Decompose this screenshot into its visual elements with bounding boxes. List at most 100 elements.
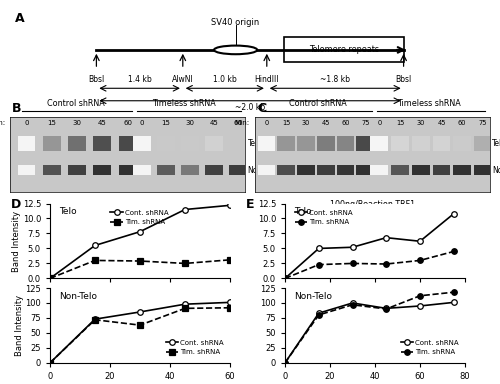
Bar	[356, 136, 374, 151]
Text: Telo: Telo	[492, 139, 500, 148]
Bar	[181, 136, 199, 151]
Bar	[356, 165, 374, 175]
Text: 15: 15	[162, 121, 170, 126]
Bar	[230, 165, 247, 175]
Text: Non: Non	[248, 166, 263, 175]
Bar	[43, 165, 60, 175]
Text: Timeless shRNA: Timeless shRNA	[152, 99, 216, 108]
Bar	[205, 136, 223, 151]
Text: 15: 15	[282, 121, 290, 126]
Text: Telo: Telo	[59, 207, 76, 216]
Legend: Cont. shRNA, Tim. shRNA: Cont. shRNA, Tim. shRNA	[398, 337, 462, 358]
Text: B: B	[12, 102, 22, 115]
Text: C: C	[257, 102, 266, 115]
Text: Non: Non	[492, 166, 500, 175]
Text: 60: 60	[342, 121, 350, 126]
Text: 75: 75	[478, 121, 487, 126]
Text: Non-Telo: Non-Telo	[294, 292, 332, 301]
Text: 1.0 kb: 1.0 kb	[213, 75, 236, 84]
Bar	[181, 165, 199, 175]
Bar	[118, 136, 136, 151]
Legend: Cont. shRNA, Tim. shRNA: Cont. shRNA, Tim. shRNA	[108, 207, 171, 228]
Text: D: D	[10, 197, 20, 210]
Bar	[412, 165, 430, 175]
Text: 0: 0	[24, 121, 28, 126]
Bar	[391, 136, 409, 151]
Bar	[94, 136, 112, 151]
Text: 0: 0	[378, 121, 382, 126]
Text: SV40 origin: SV40 origin	[212, 18, 260, 27]
Bar	[317, 136, 334, 151]
Y-axis label: Band Intensity: Band Intensity	[12, 210, 21, 271]
Legend: Cont. shRNA, Tim. shRNA: Cont. shRNA, Tim. shRNA	[292, 207, 356, 228]
Text: Telomere repeats: Telomere repeats	[308, 45, 378, 55]
Text: 45: 45	[322, 121, 330, 126]
Bar	[157, 136, 175, 151]
Y-axis label: Band Intensity: Band Intensity	[15, 295, 24, 356]
Bar	[258, 165, 276, 175]
Text: 60: 60	[234, 121, 242, 126]
Bar	[370, 136, 388, 151]
Bar	[474, 165, 492, 175]
Text: 30: 30	[416, 121, 425, 126]
Bar	[68, 165, 86, 175]
Bar	[297, 136, 315, 151]
Text: HindIII: HindIII	[254, 75, 279, 84]
Text: 30: 30	[186, 121, 194, 126]
Text: 45: 45	[210, 121, 218, 126]
Bar	[336, 136, 354, 151]
Bar	[391, 165, 409, 175]
Bar	[157, 165, 175, 175]
Bar	[43, 136, 60, 151]
Bar	[432, 165, 450, 175]
Text: 75: 75	[361, 121, 370, 126]
Text: ~2.0 kb: ~2.0 kb	[235, 103, 265, 112]
Text: 45: 45	[98, 121, 106, 126]
Text: AlwNI: AlwNI	[172, 75, 194, 84]
Bar	[454, 136, 471, 151]
Bar	[412, 136, 430, 151]
Bar	[18, 136, 36, 151]
Text: ~1.8 kb: ~1.8 kb	[320, 75, 350, 84]
Bar	[258, 136, 276, 151]
Bar	[230, 136, 247, 151]
Bar	[317, 165, 334, 175]
Text: 60: 60	[458, 121, 466, 126]
Text: 60: 60	[123, 121, 132, 126]
Text: E: E	[246, 197, 254, 210]
Bar	[68, 136, 86, 151]
Bar	[118, 165, 136, 175]
Text: Timeless shRNA: Timeless shRNA	[397, 99, 460, 108]
Text: BbsI: BbsI	[88, 75, 104, 84]
Text: 100ng/Reaction TRF1: 100ng/Reaction TRF1	[330, 200, 415, 209]
Legend: Cont. shRNA, Tim. shRNA: Cont. shRNA, Tim. shRNA	[163, 337, 226, 358]
Bar	[297, 165, 315, 175]
Text: Non-Telo: Non-Telo	[59, 292, 97, 301]
Text: Telo: Telo	[294, 207, 312, 216]
Text: 0: 0	[140, 121, 144, 126]
Bar	[278, 165, 295, 175]
Text: Min:: Min:	[235, 121, 250, 126]
Text: 30: 30	[72, 121, 82, 126]
Text: 1.4 kb: 1.4 kb	[128, 75, 152, 84]
Bar	[133, 136, 150, 151]
Text: 0: 0	[264, 121, 268, 126]
Bar	[432, 136, 450, 151]
Bar	[18, 165, 36, 175]
Text: 45: 45	[438, 121, 446, 126]
Bar	[454, 165, 471, 175]
Text: 15: 15	[396, 121, 404, 126]
Bar	[94, 165, 112, 175]
Bar	[336, 165, 354, 175]
Text: 15: 15	[48, 121, 56, 126]
Bar	[474, 136, 492, 151]
Text: 30: 30	[302, 121, 310, 126]
Bar	[205, 165, 223, 175]
Text: BbsI: BbsI	[396, 75, 411, 84]
Text: Control shRNA: Control shRNA	[290, 99, 347, 108]
Text: Telo: Telo	[248, 139, 262, 148]
Text: Min:: Min:	[0, 121, 6, 126]
Bar	[133, 165, 150, 175]
Text: A: A	[15, 12, 24, 25]
Bar	[278, 136, 295, 151]
